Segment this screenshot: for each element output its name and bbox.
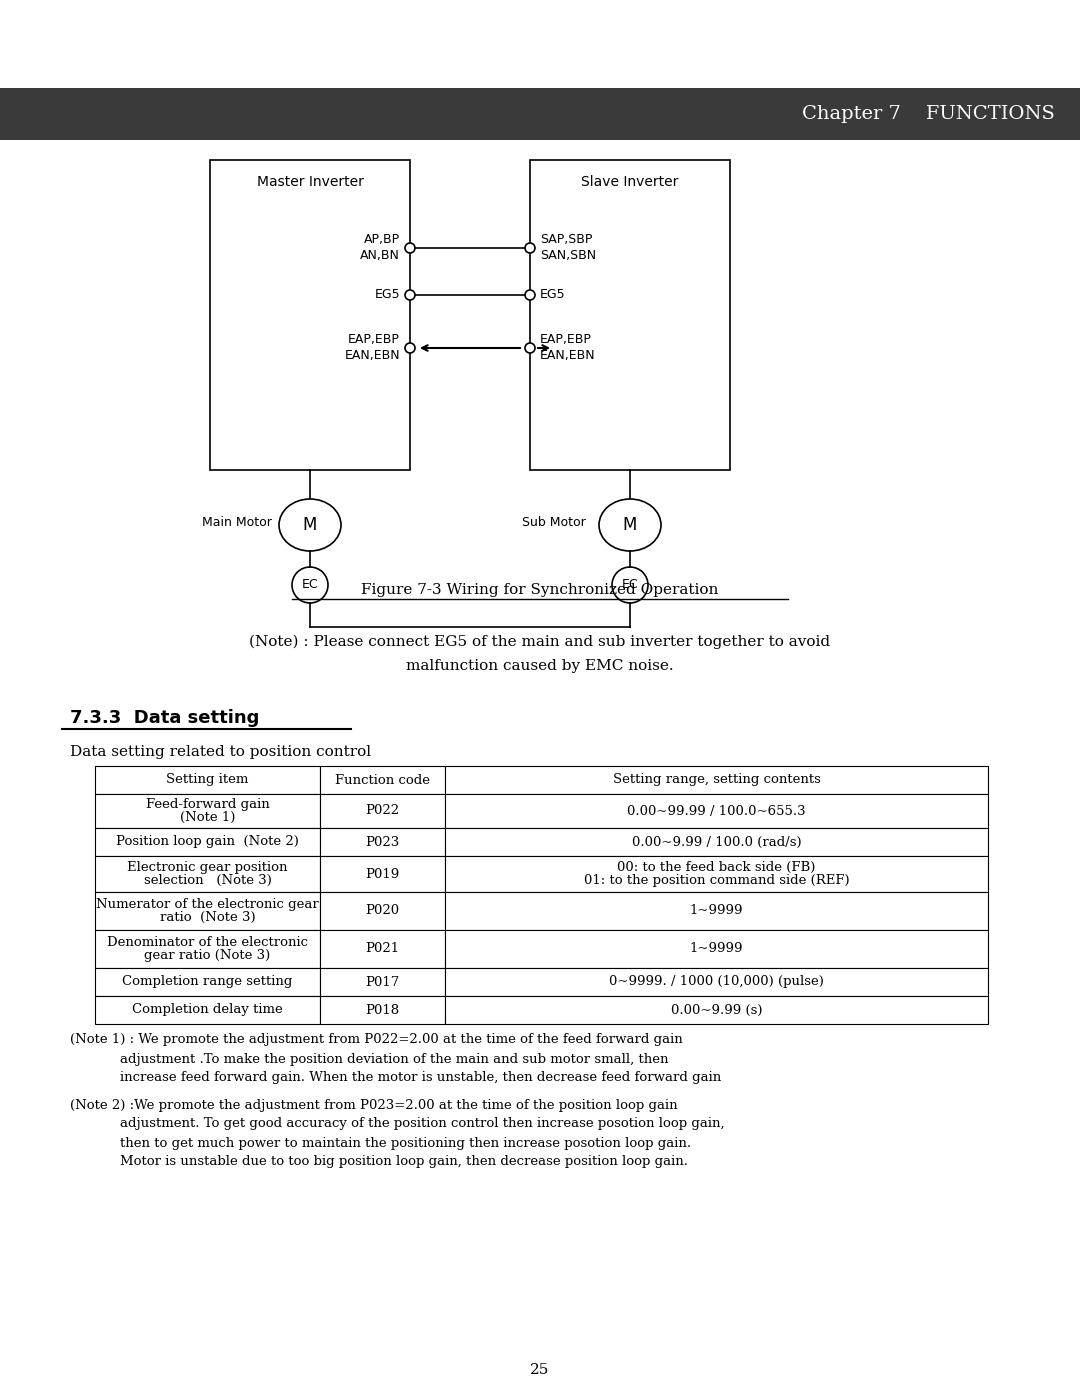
Text: Function code: Function code [335,774,430,787]
Text: P022: P022 [365,805,400,817]
Bar [445,968,988,996]
Text: EG5: EG5 [375,289,400,302]
Text: M: M [623,515,637,534]
Bar [320,793,445,828]
Text: EAP,EBP: EAP,EBP [348,332,400,345]
Text: 01: to the position command side (REF): 01: to the position command side (REF) [583,875,849,887]
Bar [0,88,1080,140]
Text: (Note 1) : We promote the adjustment from P022=2.00 at the time of the feed forw: (Note 1) : We promote the adjustment fro… [70,1034,683,1046]
Bar [320,996,445,1024]
Bar [95,968,320,996]
Text: adjustment. To get good accuracy of the position control then increase posotion : adjustment. To get good accuracy of the … [120,1118,725,1130]
Text: 00: to the feed back side (FB): 00: to the feed back side (FB) [618,861,815,875]
Text: Motor is unstable due to too big position loop gain, then decrease position loop: Motor is unstable due to too big positio… [120,1155,688,1168]
Text: Electronic gear position: Electronic gear position [127,861,287,875]
Bar [320,828,445,856]
Bar [445,856,988,893]
Bar [445,893,988,930]
Text: malfunction caused by EMC noise.: malfunction caused by EMC noise. [406,659,674,673]
Text: SAN,SBN: SAN,SBN [540,249,596,261]
Text: P021: P021 [365,943,400,956]
Text: P020: P020 [365,904,400,918]
Bar [95,793,320,828]
Text: Figure 7-3 Wiring for Synchronized Operation: Figure 7-3 Wiring for Synchronized Opera… [362,583,718,597]
Bar [95,930,320,968]
Text: then to get much power to maintain the positioning then increase posotion loop g: then to get much power to maintain the p… [120,1137,691,1150]
Text: Feed-forward gain: Feed-forward gain [146,798,269,812]
Text: gear ratio (Note 3): gear ratio (Note 3) [145,949,271,963]
Text: 1~9999: 1~9999 [690,904,743,918]
Text: (Note) : Please connect EG5 of the main and sub inverter together to avoid: (Note) : Please connect EG5 of the main … [249,634,831,650]
Text: (Note 1): (Note 1) [179,812,235,824]
Text: P019: P019 [365,868,400,880]
Text: Completion range setting: Completion range setting [122,975,293,989]
Text: 0.00~99.99 / 100.0~655.3: 0.00~99.99 / 100.0~655.3 [627,805,806,817]
Text: Completion delay time: Completion delay time [132,1003,283,1017]
Bar [320,766,445,793]
Text: Setting item: Setting item [166,774,248,787]
Text: EC: EC [622,578,638,591]
Bar [95,856,320,893]
Text: Master Inverter: Master Inverter [257,175,364,189]
Bar [445,766,988,793]
Bar [95,766,320,793]
Text: 0~9999. / 1000 (10,000) (pulse): 0~9999. / 1000 (10,000) (pulse) [609,975,824,989]
Bar [530,161,730,469]
Circle shape [525,344,535,353]
Circle shape [525,243,535,253]
Text: selection   (Note 3): selection (Note 3) [144,875,271,887]
Text: Data setting related to position control: Data setting related to position control [70,745,372,759]
Text: EAP,EBP: EAP,EBP [540,332,592,345]
Text: (Note 2) :We promote the adjustment from P023=2.00 at the time of the position l: (Note 2) :We promote the adjustment from… [70,1098,677,1112]
Text: Sub Motor: Sub Motor [522,515,585,528]
Text: 25: 25 [530,1363,550,1377]
Circle shape [525,291,535,300]
Bar [445,793,988,828]
Text: ratio  (Note 3): ratio (Note 3) [160,911,255,923]
Text: Numerator of the electronic gear: Numerator of the electronic gear [96,898,319,911]
Circle shape [292,567,328,604]
Text: EC: EC [301,578,319,591]
Text: 0.00~9.99 (s): 0.00~9.99 (s) [671,1003,762,1017]
Text: Main Motor: Main Motor [202,515,272,528]
Text: P018: P018 [365,1003,400,1017]
Bar [445,930,988,968]
Text: Denominator of the electronic: Denominator of the electronic [107,936,308,949]
Text: Position loop gain  (Note 2): Position loop gain (Note 2) [116,835,299,848]
Text: P023: P023 [365,835,400,848]
Bar [95,893,320,930]
Text: Slave Inverter: Slave Inverter [581,175,678,189]
Circle shape [612,567,648,604]
Text: EG5: EG5 [540,289,566,302]
Circle shape [405,344,415,353]
Circle shape [405,291,415,300]
Text: EAN,EBN: EAN,EBN [540,348,596,362]
Text: AP,BP: AP,BP [364,232,400,246]
Text: Setting range, setting contents: Setting range, setting contents [612,774,821,787]
Text: Chapter 7    FUNCTIONS: Chapter 7 FUNCTIONS [802,105,1055,123]
Bar [95,828,320,856]
Text: SAP,SBP: SAP,SBP [540,232,592,246]
Text: M: M [302,515,318,534]
Text: increase feed forward gain. When the motor is unstable, then decrease feed forwa: increase feed forward gain. When the mot… [120,1071,721,1084]
Bar [320,893,445,930]
Ellipse shape [279,499,341,550]
Text: adjustment .To make the position deviation of the main and sub motor small, then: adjustment .To make the position deviati… [120,1052,669,1066]
Bar [210,161,410,469]
Text: AN,BN: AN,BN [360,249,400,261]
Ellipse shape [599,499,661,550]
Text: 7.3.3  Data setting: 7.3.3 Data setting [70,710,259,726]
Text: P017: P017 [365,975,400,989]
Circle shape [405,243,415,253]
Text: 0.00~9.99 / 100.0 (rad/s): 0.00~9.99 / 100.0 (rad/s) [632,835,801,848]
Text: EAN,EBN: EAN,EBN [345,348,400,362]
Text: 1~9999: 1~9999 [690,943,743,956]
Bar [445,828,988,856]
Bar [320,930,445,968]
Bar [445,996,988,1024]
Bar [320,968,445,996]
Bar [320,856,445,893]
Bar [95,996,320,1024]
